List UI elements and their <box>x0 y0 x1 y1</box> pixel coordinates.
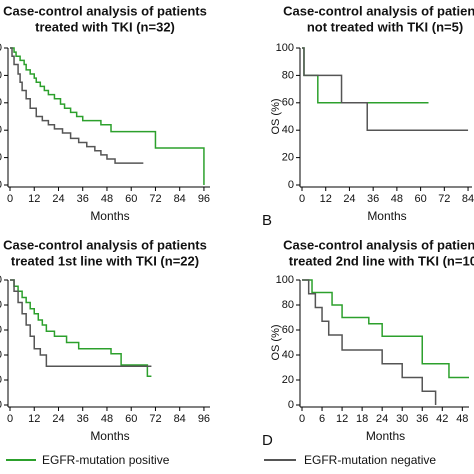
x-tick-label: 0 <box>299 413 305 425</box>
y-tick-label: 80 <box>282 69 294 81</box>
survival-curve <box>10 279 152 377</box>
x-tick-label: 72 <box>149 193 161 205</box>
x-tick-label: 48 <box>456 413 468 425</box>
survival-curve <box>302 279 469 379</box>
x-tick-label: 60 <box>414 193 426 205</box>
survival-curve <box>10 47 205 185</box>
y-tick-label: 20 <box>282 374 294 386</box>
y-tick-label: 100 <box>276 274 294 286</box>
x-tick-label: 0 <box>7 413 13 425</box>
x-tick-label: 0 <box>299 193 305 205</box>
x-tick-label: 96 <box>198 413 210 425</box>
survival-curve <box>302 279 437 405</box>
x-tick-label: 72 <box>149 413 161 425</box>
x-tick-label: 84 <box>174 193 186 205</box>
y-tick-label: 40 <box>282 349 294 361</box>
x-tick-label: 42 <box>436 413 448 425</box>
y-tick-label: 60 <box>282 324 294 336</box>
y-tick-label: 0 <box>288 179 294 191</box>
y-tick-label: 60 <box>0 324 2 336</box>
y-tick-label: 80 <box>0 69 2 81</box>
x-tick-label: 84 <box>174 413 186 425</box>
chart-title: Case-control analysis of patients <box>283 237 474 252</box>
y-tick-label: 20 <box>0 374 2 386</box>
x-tick-label: 36 <box>77 193 89 205</box>
x-tick-label: 96 <box>198 193 210 205</box>
y-tick-label: 80 <box>282 299 294 311</box>
y-axis-label: OS (%) <box>270 98 282 134</box>
chart-title: Case-control analysis of patients <box>3 237 207 252</box>
x-tick-label: 84 <box>462 193 474 205</box>
x-tick-label: 48 <box>391 193 403 205</box>
x-tick-label: 12 <box>28 193 40 205</box>
chart-title: Case-control analysis of patients <box>283 3 474 18</box>
x-tick-label: 24 <box>52 413 64 425</box>
y-tick-label: 20 <box>0 152 2 164</box>
x-tick-label: 30 <box>396 413 408 425</box>
legend-label: EGFR-mutation negative <box>304 453 436 467</box>
x-axis-label: Months <box>366 429 405 443</box>
x-tick-label: 36 <box>416 413 428 425</box>
legend-label: EGFR-mutation positive <box>42 453 170 467</box>
x-tick-label: 36 <box>77 413 89 425</box>
x-tick-label: 12 <box>320 193 332 205</box>
y-tick-label: 40 <box>0 124 2 136</box>
y-tick-label: 0 <box>0 399 2 411</box>
x-tick-label: 24 <box>376 413 388 425</box>
y-tick-label: 80 <box>0 299 2 311</box>
panel-letter: D <box>262 432 273 449</box>
y-tick-label: 100 <box>0 274 2 286</box>
x-tick-label: 0 <box>7 193 13 205</box>
x-axis-label: Months <box>367 209 406 223</box>
survival-curve <box>302 47 469 131</box>
x-tick-label: 24 <box>52 193 64 205</box>
x-tick-label: 24 <box>343 193 355 205</box>
x-tick-label: 60 <box>125 413 137 425</box>
x-tick-label: 12 <box>28 413 40 425</box>
x-axis-label: Months <box>90 209 129 223</box>
y-tick-label: 100 <box>0 42 2 54</box>
y-tick-label: 0 <box>0 179 2 191</box>
x-tick-label: 48 <box>101 413 113 425</box>
y-tick-label: 40 <box>0 349 2 361</box>
chart-title: treated 2nd line with TKI (n=10) <box>289 253 474 268</box>
x-tick-label: 48 <box>101 193 113 205</box>
survival-curve <box>10 47 144 164</box>
x-axis-label: Months <box>90 429 129 443</box>
survival-curve <box>10 279 152 367</box>
y-tick-label: 40 <box>282 124 294 136</box>
x-tick-label: 72 <box>438 193 450 205</box>
y-tick-label: 60 <box>0 97 2 109</box>
x-tick-label: 18 <box>356 413 368 425</box>
x-tick-label: 12 <box>336 413 348 425</box>
y-tick-label: 60 <box>282 97 294 109</box>
y-axis-label: OS (%) <box>270 324 282 360</box>
x-tick-label: 60 <box>125 193 137 205</box>
chart-title: Case-control analysis of patients <box>3 3 207 18</box>
x-tick-label: 6 <box>319 413 325 425</box>
chart-title: not treated with TKI (n=5) <box>307 19 463 34</box>
panel-letter: B <box>262 212 272 229</box>
y-tick-label: 100 <box>276 42 294 54</box>
x-tick-label: 36 <box>367 193 379 205</box>
y-tick-label: 0 <box>288 399 294 411</box>
chart-title: treated with TKI (n=32) <box>35 19 175 34</box>
chart-title: treated 1st line with TKI (n=22) <box>11 253 199 268</box>
y-tick-label: 20 <box>282 152 294 164</box>
